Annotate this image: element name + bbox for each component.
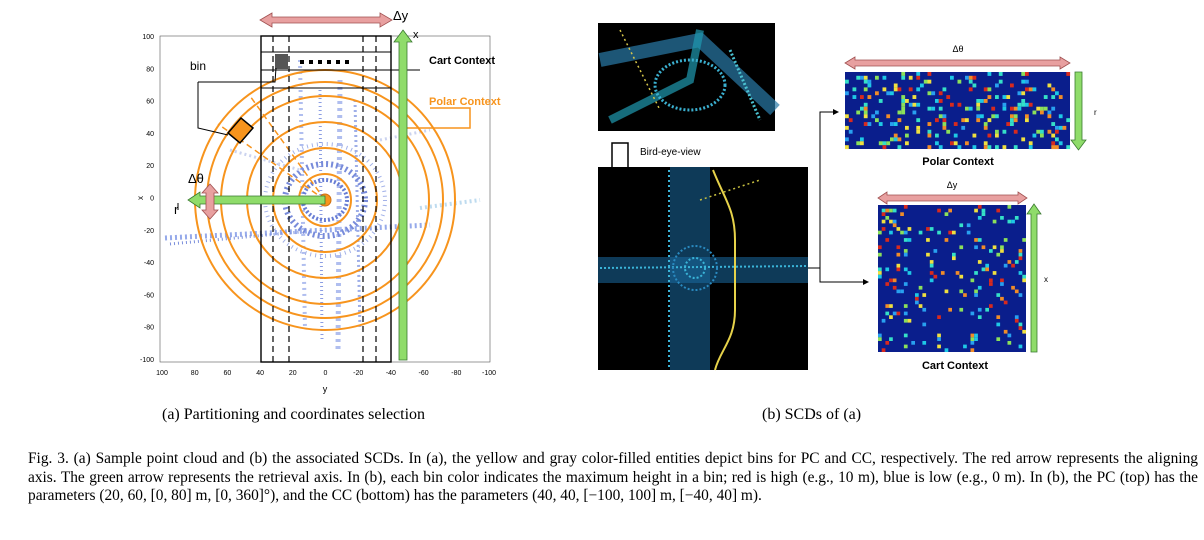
y-tick-label: 80 <box>146 66 154 73</box>
bin-leader <box>197 82 229 136</box>
subcaption-b: (b) SCDs of (a) <box>762 406 862 423</box>
point-cloud-image <box>598 23 780 131</box>
x-tick-label: -40 <box>386 370 396 377</box>
y-tick-label: 0 <box>150 196 154 203</box>
dtheta-label: Δθ <box>188 171 204 186</box>
y-tick-label: -20 <box>144 228 154 235</box>
y-tick-label: -40 <box>144 260 154 267</box>
dy-label: Δy <box>393 8 409 23</box>
bin-label: bin <box>190 59 206 73</box>
x-tick-label: -80 <box>451 370 461 377</box>
cart-dy-arrow <box>877 191 1028 205</box>
y-tick-label: 40 <box>146 131 154 138</box>
x-axis-label: y <box>323 384 328 394</box>
dtheta-arrow <box>201 183 219 220</box>
y-tick-label: 20 <box>146 163 154 170</box>
x-tick-label: -100 <box>482 370 496 377</box>
polar-dtheta-label: Δθ <box>952 44 963 54</box>
cart-context-heatmap <box>878 205 1026 352</box>
polar-context-heatmap <box>845 72 1071 150</box>
x-arrow-label: x <box>413 29 419 41</box>
cart-context-label: Cart Context <box>429 55 495 67</box>
r-arrow <box>187 191 326 209</box>
cart-x-label: x <box>1044 275 1048 284</box>
x-tick-label: 0 <box>324 370 328 377</box>
x-arrow <box>393 29 413 361</box>
bev-label: Bird-eye-view <box>640 147 701 158</box>
x-tick-labels: 100 80 60 40 20 0 -20 -40 -60 -80 -100 <box>156 370 496 377</box>
cart-context-title: Cart Context <box>922 360 988 372</box>
x-tick-label: -20 <box>353 370 363 377</box>
y-tick-label: -100 <box>140 357 154 364</box>
r-label: r <box>174 202 179 217</box>
right-panel: Bird-eye-view Δθ r Polar Cont <box>598 23 1097 372</box>
cart-x-arrow <box>1026 203 1042 353</box>
cart-dy-label: Δy <box>947 180 958 190</box>
polar-r-arrow <box>1070 71 1087 151</box>
x-tick-label: 80 <box>191 370 199 377</box>
dy-arrow <box>259 12 393 28</box>
caption-text: (a) Sample point cloud and (b) the assoc… <box>28 450 1198 504</box>
x-tick-label: -60 <box>419 370 429 377</box>
y-tick-label: 60 <box>146 99 154 106</box>
subcaption-a: (a) Partitioning and coordinates selecti… <box>162 406 426 423</box>
caption-prefix: Fig. 3. <box>28 450 69 467</box>
figure-3: 100 80 60 40 20 0 -20 -40 -60 -80 -100 100 80 60 40 20… <box>136 8 1097 394</box>
cc-bin-dots <box>300 60 349 64</box>
x-tick-label: 40 <box>256 370 264 377</box>
polar-sectors <box>217 95 326 201</box>
bev-image <box>598 167 809 371</box>
pc-bin <box>226 116 255 145</box>
figure-caption: Fig. 3. (a) Sample point cloud and (b) t… <box>28 450 1198 506</box>
y-axis-label: x <box>136 196 145 200</box>
cc-bin <box>275 54 288 69</box>
polar-r-label: r <box>1094 108 1097 117</box>
y-tick-labels: 100 80 60 40 20 0 -20 -40 -60 -80 -100 <box>140 34 154 364</box>
point-cloud <box>164 59 481 351</box>
x-tick-label: 100 <box>156 370 168 377</box>
left-panel: 100 80 60 40 20 0 -20 -40 -60 -80 -100 100 80 60 40 20… <box>136 8 501 394</box>
y-tick-label: -60 <box>144 292 154 299</box>
polar-context-label: Polar Context <box>429 96 501 108</box>
y-tick-label: -80 <box>144 325 154 332</box>
x-tick-label: 60 <box>224 370 232 377</box>
y-tick-label: 100 <box>142 34 154 41</box>
x-tick-label: 20 <box>289 370 297 377</box>
polar-context-title: Polar Context <box>922 156 994 168</box>
polar-dtheta-arrow <box>844 56 1071 70</box>
